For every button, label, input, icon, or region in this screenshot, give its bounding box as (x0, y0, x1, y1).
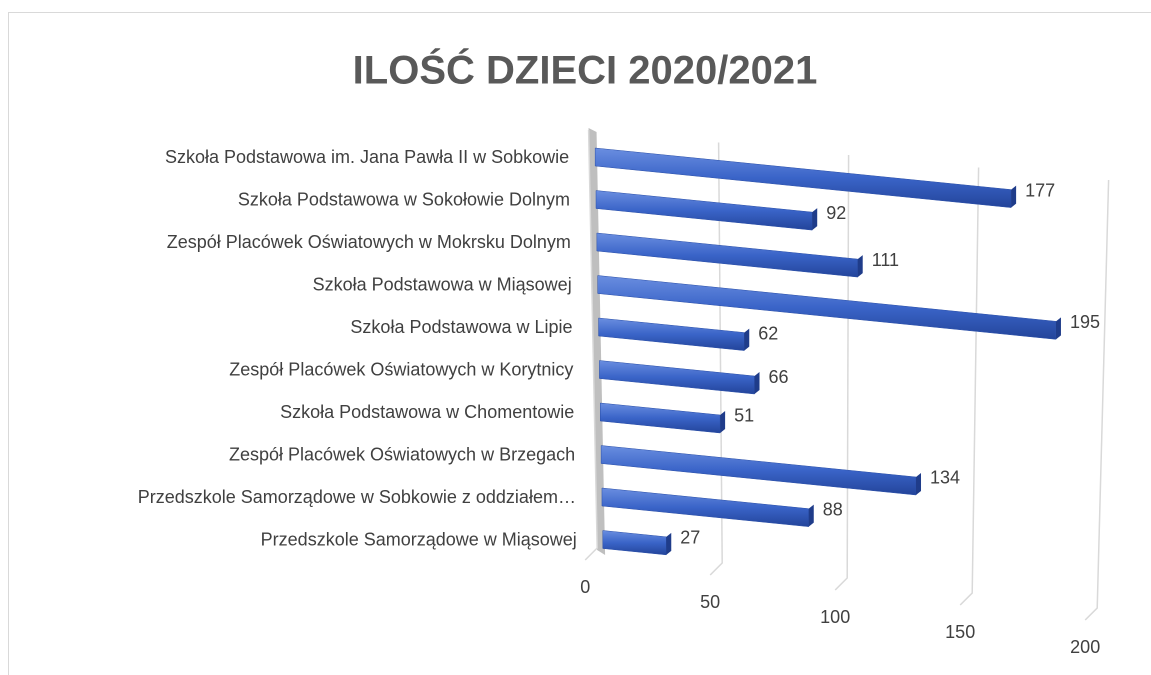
bar-end (857, 255, 863, 278)
bar (602, 530, 667, 556)
y-tick-label: Szkoła Podstawowa w Miąsowej (313, 274, 572, 294)
value-label: 66 (769, 367, 789, 387)
value-label: 88 (823, 499, 843, 519)
value-label: 27 (680, 528, 700, 548)
bar-end (744, 328, 750, 351)
bar-end (754, 372, 760, 395)
bar (601, 487, 810, 527)
value-label: 51 (734, 406, 754, 426)
y-tick-label: Szkoła Podstawowa w Lipie (350, 317, 572, 337)
bar-end (1055, 317, 1061, 340)
y-tick-label: Szkoła Podstawowa w Sokołowie Dolnym (238, 189, 570, 209)
value-label: 111 (872, 250, 899, 270)
x-tick-label: 200 (1070, 637, 1100, 657)
value-label: 92 (826, 203, 846, 223)
bar (600, 402, 721, 434)
x-tick-label: 100 (820, 607, 850, 627)
grid-line (584, 129, 598, 561)
value-label: 62 (758, 323, 778, 343)
chart-title: ILOŚĆ DZIECI 2020/2021 (353, 47, 818, 93)
x-tick-label: 0 (580, 577, 590, 597)
x-tick-label: 150 (945, 622, 975, 642)
value-label: 195 (1070, 312, 1100, 332)
grid-line (1084, 179, 1110, 621)
y-tick-label: Zespół Placówek Oświatowych w Korytnicy (229, 359, 573, 379)
bar (599, 360, 755, 395)
value-label: 177 (1025, 180, 1055, 200)
grid-line (834, 154, 850, 591)
grid-line (709, 142, 723, 576)
y-tick-label: Szkoła Podstawowa im. Jana Pawła II w So… (165, 147, 569, 167)
bar-end (720, 410, 726, 433)
y-tick-label: Przedszkole Samorządowe w Sobkowie z odd… (138, 487, 576, 507)
bar (596, 232, 858, 278)
grid-line (959, 167, 980, 606)
y-tick-label: Szkoła Podstawowa w Chomentowie (280, 402, 574, 422)
bar (595, 190, 813, 231)
bar-end (808, 504, 814, 527)
bar (598, 317, 745, 351)
y-tick-label: Zespół Placówek Oświatowych w Brzegach (229, 444, 575, 464)
x-tick-label: 50 (700, 592, 720, 612)
chart-frame (8, 12, 1151, 675)
bar-end (916, 472, 922, 495)
bar-end (1011, 185, 1017, 208)
y-tick-label: Przedszkole Samorządowe w Miąsowej (261, 529, 577, 549)
bar-end (812, 208, 818, 231)
bar-end (666, 532, 672, 555)
bar (600, 445, 917, 496)
y-tick-label: Zespół Placówek Oświatowych w Mokrsku Do… (167, 232, 571, 252)
value-label: 134 (930, 468, 960, 488)
